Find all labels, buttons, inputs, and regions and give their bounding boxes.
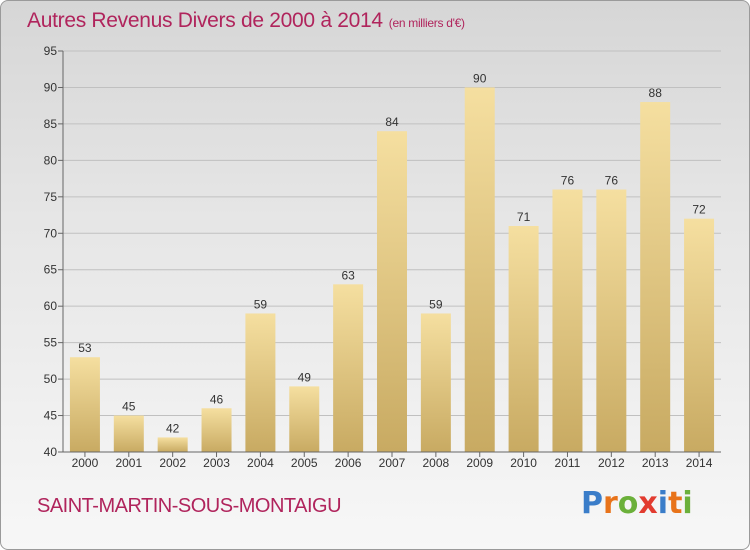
value-label: 72 [692,203,706,217]
bars [69,87,715,453]
x-tick-label: 2004 [247,456,274,470]
chart-title-text: Autres Revenus Divers de 2000 à 2014 [27,9,383,32]
value-label: 42 [166,421,180,435]
x-tick-label: 2011 [555,456,581,470]
x-tick-labels: 2000 2001 2002 2003 2004 2005 2006 2007 2008 2009… [72,456,713,470]
value-label: 84 [385,115,399,129]
y-tick-label: 50 [44,372,58,386]
bar [552,189,583,452]
y-tick-label: 70 [44,226,58,240]
value-label: 59 [254,297,268,311]
axes [62,51,721,457]
y-tick-label: 75 [44,190,58,204]
y-tick-label: 45 [44,409,58,423]
value-label: 59 [429,297,443,311]
x-tick-label: 2014 [686,456,713,470]
logo-letter: x [638,486,658,521]
location-label: SAINT-MARTIN-SOUS-MONTAIGU [37,495,342,517]
logo-letter: t [668,486,683,521]
y-tick-labels: 40 45 50 55 60 65 70 75 80 85 90 95 [44,44,58,459]
value-label: 90 [473,71,487,85]
y-tick-label: 60 [44,299,58,313]
y-tick-label: 95 [44,44,58,58]
logo-letter: r [603,486,618,521]
bar [464,87,495,453]
bar [420,313,451,452]
y-tick-label: 80 [44,153,58,167]
logo-letter: o [617,486,639,521]
bar [245,313,276,452]
x-tick-label: 2007 [379,456,406,470]
value-label: 46 [210,392,224,406]
bar [377,131,407,452]
proxiti-logo: Proxiti [581,486,693,521]
y-tick-label: 40 [44,445,58,459]
value-label: 45 [122,400,136,414]
x-tick-label: 2001 [115,456,142,470]
logo-letter: i [682,486,693,521]
value-label: 49 [298,370,312,384]
value-label: 88 [649,86,663,100]
x-tick-label: 2003 [203,456,230,470]
value-label: 76 [561,174,575,188]
y-tick-label: 65 [44,263,58,277]
value-label: 76 [605,174,619,188]
bar [596,189,627,452]
value-label: 53 [78,341,92,355]
logo-letter: i [657,486,669,521]
bar [69,357,100,452]
y-tick-label: 90 [44,80,58,94]
value-labels: 53 45 42 46 59 49 63 84 59 90 71 76 76 88 72 [78,71,706,435]
bar [289,386,320,452]
x-tick-label: 2005 [291,456,318,470]
chart-title: Autres Revenus Divers de 2000 à 2014 (en … [27,9,465,33]
bar [508,225,539,452]
bar [113,415,144,452]
y-tick-label: 55 [44,336,58,350]
x-tick-label: 2012 [598,456,625,470]
x-tick-label: 2013 [642,456,669,470]
bar [333,284,364,452]
y-tick-label: 85 [44,117,58,131]
value-label: 71 [517,210,531,224]
bar [157,437,188,452]
bar [201,408,232,452]
bar [684,218,715,452]
x-tick-label: 2009 [466,456,493,470]
value-label: 63 [341,268,355,282]
chart-subtitle: (en milliers d'€) [388,16,465,30]
x-tick-label: 2008 [423,456,450,470]
x-tick-label: 2002 [159,456,186,470]
x-tick-label: 2010 [510,456,537,470]
logo-letter: P [581,486,603,521]
x-tick-label: 2006 [335,456,362,470]
x-tick-label: 2000 [72,456,99,470]
bar [640,102,671,452]
